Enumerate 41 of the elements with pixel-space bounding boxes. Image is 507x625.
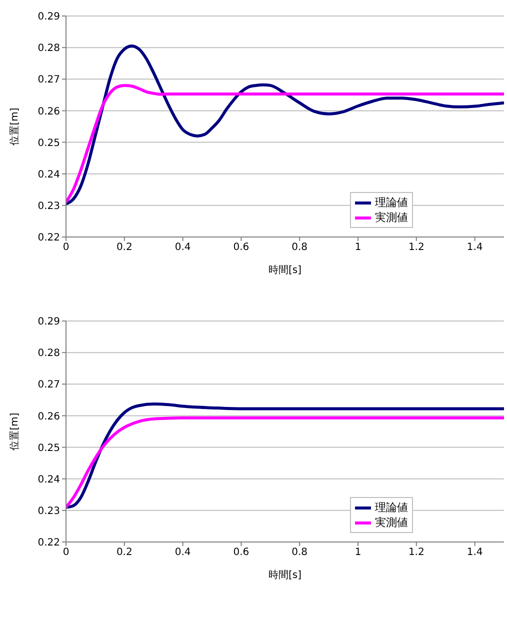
y-tick-label: 0.23	[38, 200, 60, 212]
x-tick-label: 0.6	[233, 242, 250, 254]
x-tick-label: 0	[62, 242, 70, 254]
x-tick-label: 0.8	[292, 242, 308, 254]
legend-label: 理論値	[375, 195, 408, 210]
legend-label: 実測値	[375, 515, 408, 530]
y-tick-label: 0.29	[38, 12, 60, 23]
line-series	[66, 44, 504, 206]
y-tick-label: 0.28	[38, 43, 60, 54]
x-axis-title: 時間[s]	[268, 569, 302, 581]
y-tick-label: 0.25	[38, 138, 60, 149]
x-tick-label: 0.6	[233, 547, 250, 558]
y-tick-label: 0.24	[38, 474, 60, 486]
x-tick-label: 0	[62, 547, 70, 558]
legend-label: 実測値	[375, 210, 408, 225]
y-tick-label: 0.23	[38, 506, 60, 517]
y-tick-label: 0.28	[38, 348, 60, 360]
x-tick-label: 0.4	[174, 547, 191, 558]
x-tick-label: 1	[354, 547, 362, 558]
y-axis-title: 位置[m]	[8, 412, 21, 450]
y-tick-label: 0.25	[38, 442, 60, 454]
x-tick-label: 1.2	[408, 242, 424, 254]
y-tick-label: 0.24	[38, 169, 60, 180]
x-tick-label: 1.4	[466, 547, 483, 558]
y-tick-label: 0.26	[38, 106, 60, 118]
x-tick-label: 1.4	[466, 242, 483, 254]
y-tick-label: 0.29	[38, 316, 60, 328]
x-tick-label: 0.8	[292, 547, 308, 558]
x-axis-title: 時間[s]	[268, 264, 302, 276]
y-tick-label: 0.22	[38, 538, 60, 549]
y-tick-label: 0.27	[38, 74, 60, 86]
legend-label: 理論値	[375, 500, 408, 515]
x-tick-label: 1.2	[408, 547, 424, 558]
x-tick-label: 0.4	[174, 242, 191, 254]
x-tick-label: 0.2	[116, 547, 132, 558]
x-tick-label: 1	[354, 242, 362, 254]
y-axis-title: 位置[m]	[8, 108, 21, 146]
y-tick-label: 0.26	[38, 411, 60, 422]
y-tick-label: 0.22	[38, 232, 60, 244]
x-tick-label: 0.2	[116, 242, 132, 254]
y-tick-label: 0.27	[38, 380, 60, 391]
